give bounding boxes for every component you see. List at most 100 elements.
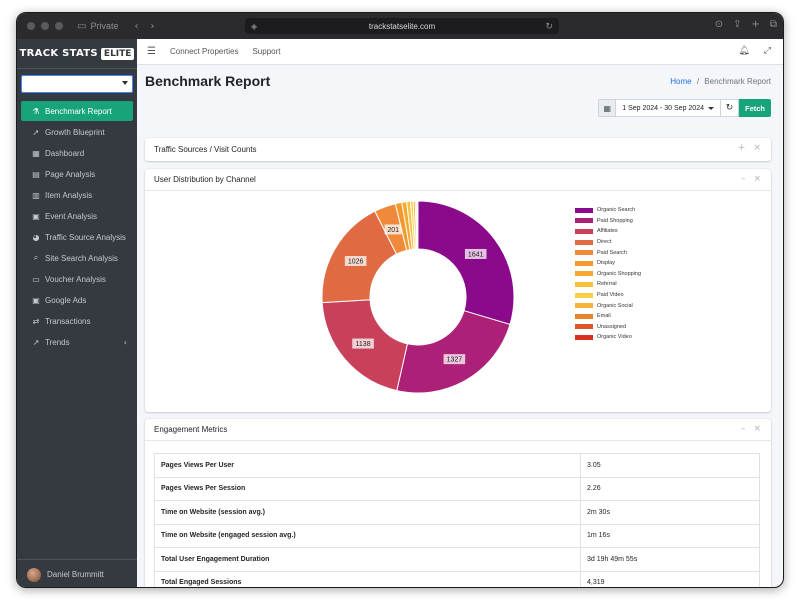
legend-swatch <box>575 250 593 256</box>
zoom-window-button[interactable] <box>55 22 63 30</box>
close-window-button[interactable] <box>27 22 35 30</box>
expand-icon[interactable]: + <box>737 143 746 153</box>
legend-label: Paid Shopping <box>597 217 633 224</box>
sidebar-item-item-analysis[interactable]: ▥ Item Analysis <box>21 185 133 205</box>
legend-item[interactable]: Paid Shopping <box>575 216 641 227</box>
bell-icon[interactable]: 🔔︎ <box>738 46 750 56</box>
metric-label: Pages Views Per Session <box>154 476 581 501</box>
pie-slice[interactable] <box>416 200 419 250</box>
collapse-icon[interactable]: – <box>740 174 746 184</box>
forward-icon[interactable]: › <box>150 20 155 32</box>
sidebar-item-page-analysis[interactable]: ▤ Page Analysis <box>21 164 133 184</box>
legend-swatch <box>575 313 593 319</box>
property-select[interactable] <box>21 75 133 93</box>
share-icon[interactable]: ⇪ <box>733 19 742 30</box>
legend-item[interactable]: Paid Search <box>575 247 641 258</box>
card-title: Engagement Metrics <box>154 425 228 434</box>
hamburger-menu-icon[interactable]: ☰ <box>147 46 156 57</box>
sidebar-item-google-ads[interactable]: ▣ Google Ads <box>21 290 133 310</box>
address-bar[interactable]: ◈ trackstatselite.com ↻ <box>245 18 559 34</box>
sidebar-item-transactions[interactable]: ⇄ Transactions <box>21 311 133 331</box>
breadcrumb-home-link[interactable]: Home <box>670 77 692 86</box>
user-panel[interactable]: Daniel Brummitt <box>17 559 137 587</box>
sidebar-item-benchmark-report[interactable]: ⚗ Benchmark Report <box>21 101 133 121</box>
sidebar-item-label: Page Analysis <box>45 169 96 179</box>
sidebar-item-event-analysis[interactable]: ▣ Event Analysis <box>21 206 133 226</box>
top-navbar: ☰ Connect Properties Support 🔔︎ ⤢ <box>137 39 783 65</box>
legend-item[interactable]: Referral <box>575 279 641 290</box>
download-icon[interactable]: ⊙ <box>714 19 724 30</box>
legend-item[interactable]: Organic Video <box>575 332 641 343</box>
close-icon[interactable]: × <box>753 174 761 184</box>
legend-item[interactable]: Organic Search <box>575 205 641 216</box>
new-tab-icon[interactable]: + <box>751 19 760 30</box>
sidebar-item-growth-blueprint[interactable]: ➚ Growth Blueprint <box>21 122 133 142</box>
sidebar-item-dashboard[interactable]: ▦ Dashboard <box>21 143 133 163</box>
pie-slice[interactable] <box>396 310 511 394</box>
legend-label: Direct <box>597 239 612 246</box>
traffic-sources-card: Traffic Sources / Visit Counts + × <box>145 138 771 161</box>
sidebar-item-site-search-analysis[interactable]: ⌕ Site Search Analysis <box>21 248 133 268</box>
legend-label: Unassigned <box>597 323 627 330</box>
brand-name: TRACK STATS <box>19 48 98 59</box>
chevron-down-icon <box>707 106 714 110</box>
user-name: Daniel Brummitt <box>47 570 104 579</box>
donut-chart: 1641 1327 1138 1026 201 <box>321 200 515 394</box>
legend-swatch <box>575 303 593 309</box>
sidebar-item-voucher-analysis[interactable]: ▭ Voucher Analysis <box>21 269 133 289</box>
back-icon[interactable]: ‹ <box>134 20 139 32</box>
sidebar-item-label: Benchmark Report <box>45 106 112 116</box>
legend-item[interactable]: Display <box>575 258 641 269</box>
sidebar-toggle-icon[interactable]: ▭ <box>77 20 87 32</box>
legend-item[interactable]: Direct <box>575 237 641 248</box>
metric-label: Time on Website (engaged session avg.) <box>154 523 581 548</box>
card-title: Traffic Sources / Visit Counts <box>154 144 257 154</box>
browser-window: ▭ Private ‹ › ◈ trackstatselite.com ↻ ⊙ … <box>16 12 784 588</box>
support-link[interactable]: Support <box>252 47 281 56</box>
legend-label: Organic Social <box>597 302 633 309</box>
legend-item[interactable]: Email <box>575 311 641 322</box>
reload-icon[interactable]: ↻ <box>545 20 553 31</box>
voucher-icon: ▭ <box>32 274 40 284</box>
brand-logo[interactable]: TRACK STATS ELITE <box>17 39 137 69</box>
privacy-shield-icon: ◈ <box>251 21 258 31</box>
close-icon[interactable]: × <box>753 143 761 153</box>
sidebar-item-trends[interactable]: ↗ Trends ‹ <box>21 332 133 352</box>
dashboard-icon: ▦ <box>32 148 40 158</box>
data-label-background <box>464 248 487 259</box>
pie-chart-icon: ◕ <box>32 232 40 242</box>
legend-item[interactable]: Unassigned <box>575 322 641 333</box>
close-icon[interactable]: × <box>753 424 761 434</box>
sidebar-item-traffic-source-analysis[interactable]: ◕ Traffic Source Analysis <box>21 227 133 247</box>
legend-label: Referral <box>597 281 617 288</box>
collapse-icon[interactable]: – <box>740 424 746 434</box>
date-range-picker[interactable]: 1 Sep 2024 - 30 Sep 2024 <box>616 99 721 117</box>
pie-slice[interactable] <box>417 200 515 326</box>
metric-label: Total Engaged Sessions <box>154 570 581 587</box>
rocket-icon: ➚ <box>32 127 40 137</box>
brand-badge: ELITE <box>100 47 135 60</box>
metric-value: 4,319 <box>580 570 760 587</box>
connect-properties-link[interactable]: Connect Properties <box>169 47 239 56</box>
search-icon: ⌕ <box>33 253 39 262</box>
table-row: Time on Website (engaged session avg.) 1m… <box>154 523 760 548</box>
card-header: Engagement Metrics – × <box>145 419 771 441</box>
legend-item[interactable]: Organic Social <box>575 300 641 311</box>
calendar-icon: ▦ <box>598 99 617 117</box>
data-label: 1327 <box>447 357 463 364</box>
data-label-background <box>384 224 402 235</box>
legend-item[interactable]: Paid Video <box>575 290 641 301</box>
tab-overview-icon[interactable]: ⧉ <box>769 19 777 30</box>
minimize-window-button[interactable] <box>41 22 49 30</box>
fetch-button[interactable]: Fetch <box>738 99 771 117</box>
legend-label: Organic Video <box>597 334 632 341</box>
legend-swatch <box>575 324 593 330</box>
data-label: 1641 <box>468 251 484 258</box>
legend-swatch <box>575 228 593 234</box>
legend-item[interactable]: Organic Shopping <box>575 269 641 280</box>
fullscreen-icon[interactable]: ⤢ <box>763 46 771 56</box>
sidebar-item-label: Traffic Source Analysis <box>45 232 126 242</box>
legend-item[interactable]: Affiliates <box>575 226 641 237</box>
legend-swatch <box>575 218 593 224</box>
refresh-button[interactable]: ↻ <box>720 99 739 117</box>
